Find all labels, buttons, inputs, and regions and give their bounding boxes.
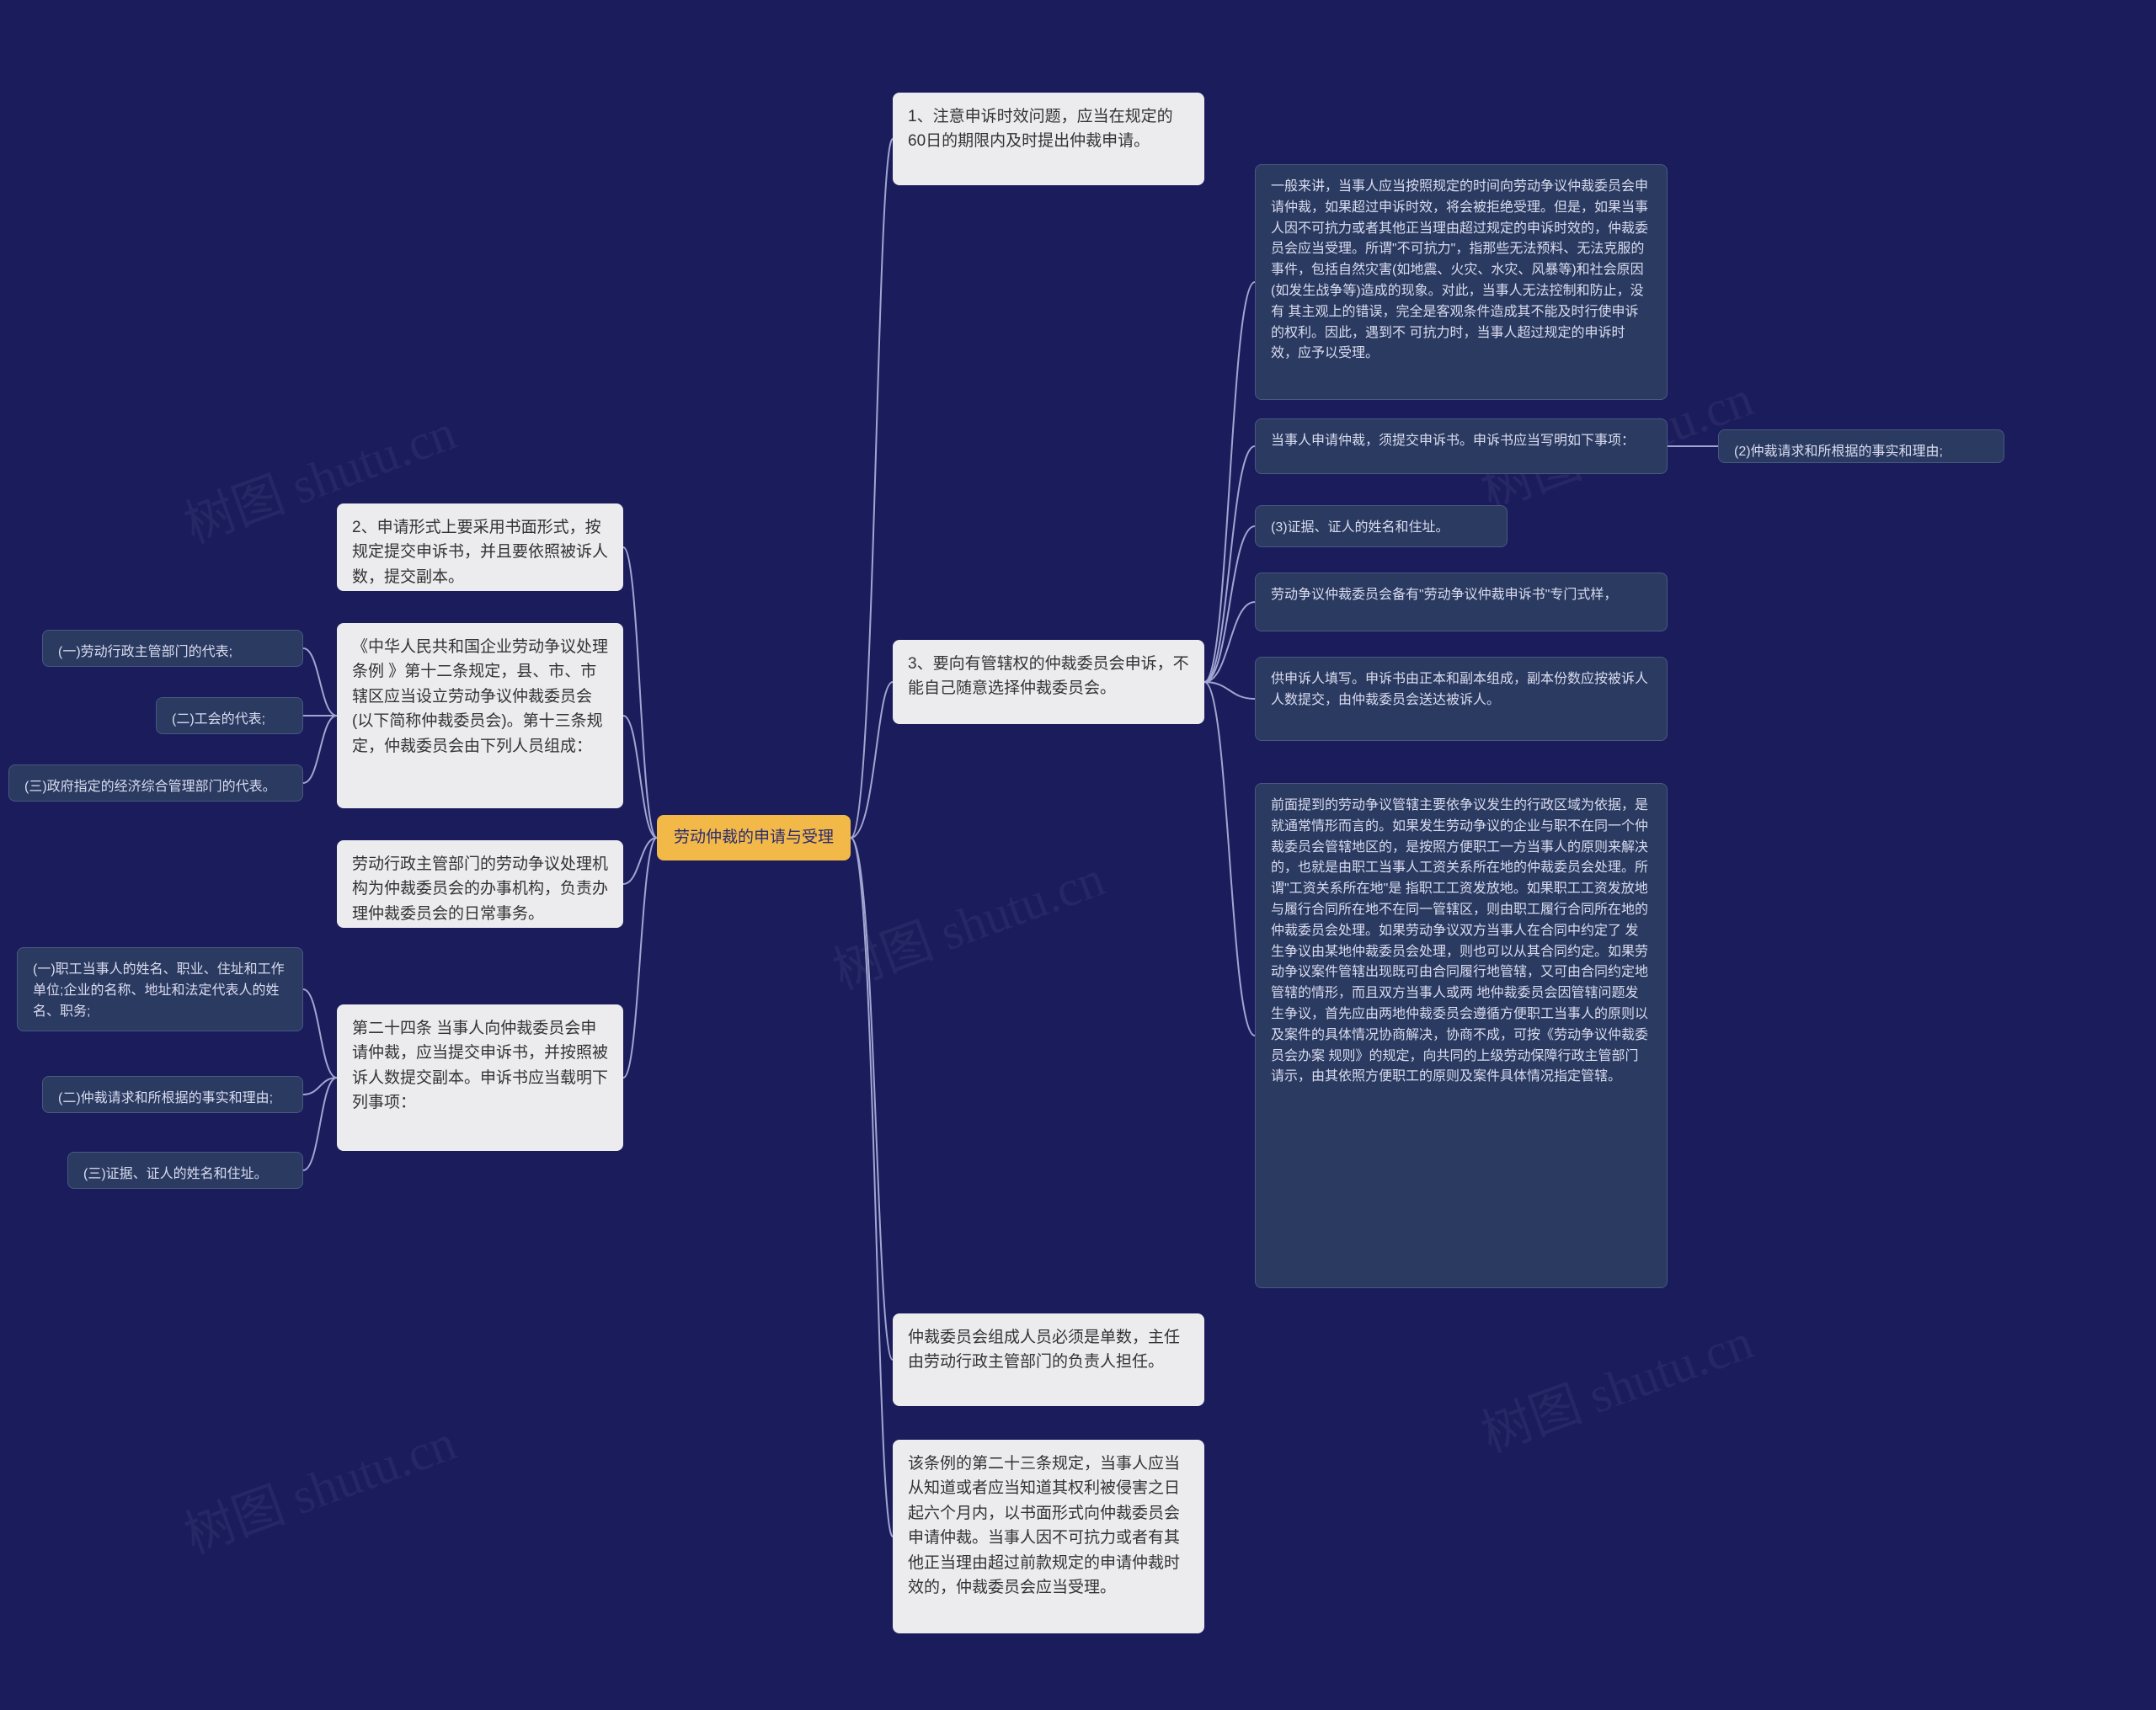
node-text: 1、注意申诉时效问题，应当在规定的60日的期限内及时提出仲裁申请。 xyxy=(908,108,1173,150)
node-r2-c3[interactable]: (3)证据、证人的姓名和住址。 xyxy=(1255,505,1508,547)
node-l2-c2[interactable]: (二)工会的代表; xyxy=(156,697,303,734)
watermark: 树图 shutu.cn xyxy=(1470,1301,1761,1467)
node-text: 供申诉人填写。申诉书由正本和副本组成，副本份数应按被诉人人数提交，由仲裁委员会送… xyxy=(1271,672,1648,707)
node-text: 劳动争议仲裁委员会备有"劳动争议仲裁申诉书"专门式样， xyxy=(1271,588,1617,602)
node-l2-c3[interactable]: (三)政府指定的经济综合管理部门的代表。 xyxy=(8,764,303,802)
node-text: (一)职工当事人的姓名、职业、住址和工作单位;企业的名称、地址和法定代表人的姓名… xyxy=(33,962,285,1019)
mindmap-root[interactable]: 劳动仲裁的申请与受理 xyxy=(657,815,851,860)
node-l4-c2[interactable]: (二)仲裁请求和所根据的事实和理由; xyxy=(42,1076,303,1113)
node-text: (二)工会的代表; xyxy=(172,712,265,727)
node-l4-c3[interactable]: (三)证据、证人的姓名和住址。 xyxy=(67,1152,303,1189)
node-r2[interactable]: 3、要向有管辖权的仲裁委员会申诉，不能自己随意选择仲裁委员会。 xyxy=(893,640,1204,724)
node-text: (三)政府指定的经济综合管理部门的代表。 xyxy=(24,780,276,794)
node-text: 《中华人民共和国企业劳动争议处理条例 》第十二条规定，县、市、市辖区应当设立劳动… xyxy=(352,638,608,755)
node-text: 3、要向有管辖权的仲裁委员会申诉，不能自己随意选择仲裁委员会。 xyxy=(908,655,1189,697)
node-l2[interactable]: 《中华人民共和国企业劳动争议处理条例 》第十二条规定，县、市、市辖区应当设立劳动… xyxy=(337,623,623,808)
node-text: 该条例的第二十三条规定，当事人应当从知道或者应当知道其权利被侵害之日起六个月内，… xyxy=(908,1455,1180,1596)
node-r2-c5[interactable]: 供申诉人填写。申诉书由正本和副本组成，副本份数应按被诉人人数提交，由仲裁委员会送… xyxy=(1255,657,1668,741)
node-text: (三)证据、证人的姓名和住址。 xyxy=(83,1167,268,1181)
node-l2-c1[interactable]: (一)劳动行政主管部门的代表; xyxy=(42,630,303,667)
node-text: 前面提到的劳动争议管辖主要依争议发生的行政区域为依据，是就通常情形而言的。如果发… xyxy=(1271,798,1648,1084)
node-r2-c2-a[interactable]: (2)仲裁请求和所根据的事实和理由; xyxy=(1718,429,2004,463)
node-r1[interactable]: 1、注意申诉时效问题，应当在规定的60日的期限内及时提出仲裁申请。 xyxy=(893,93,1204,185)
watermark: 树图 shutu.cn xyxy=(821,838,1113,1004)
node-text: (3)证据、证人的姓名和住址。 xyxy=(1271,520,1449,535)
node-text: 2、申请形式上要采用书面形式，按规定提交申诉书，并且要依照被诉人数，提交副本。 xyxy=(352,519,608,586)
node-text: (二)仲裁请求和所根据的事实和理由; xyxy=(58,1091,273,1105)
node-text: 仲裁委员会组成人员必须是单数，主任由劳动行政主管部门的负责人担任。 xyxy=(908,1329,1180,1371)
node-text: 第二十四条 当事人向仲裁委员会申请仲裁，应当提交申诉书，并按照被诉人数提交副本。… xyxy=(352,1020,608,1111)
node-r2-c1[interactable]: 一般来讲，当事人应当按照规定的时间向劳动争议仲裁委员会申请仲裁，如果超过申诉时效… xyxy=(1255,164,1668,400)
node-r2-c6[interactable]: 前面提到的劳动争议管辖主要依争议发生的行政区域为依据，是就通常情形而言的。如果发… xyxy=(1255,783,1668,1288)
node-text: 一般来讲，当事人应当按照规定的时间向劳动争议仲裁委员会申请仲裁，如果超过申诉时效… xyxy=(1271,179,1648,360)
node-l4[interactable]: 第二十四条 当事人向仲裁委员会申请仲裁，应当提交申诉书，并按照被诉人数提交副本。… xyxy=(337,1004,623,1151)
node-r3[interactable]: 仲裁委员会组成人员必须是单数，主任由劳动行政主管部门的负责人担任。 xyxy=(893,1313,1204,1406)
node-r4[interactable]: 该条例的第二十三条规定，当事人应当从知道或者应当知道其权利被侵害之日起六个月内，… xyxy=(893,1440,1204,1633)
watermark: 树图 shutu.cn xyxy=(173,1402,464,1568)
node-l4-c1[interactable]: (一)职工当事人的姓名、职业、住址和工作单位;企业的名称、地址和法定代表人的姓名… xyxy=(17,947,303,1031)
node-l1[interactable]: 2、申请形式上要采用书面形式，按规定提交申诉书，并且要依照被诉人数，提交副本。 xyxy=(337,503,623,591)
node-l3[interactable]: 劳动行政主管部门的劳动争议处理机构为仲裁委员会的办事机构，负责办理仲裁委员会的日… xyxy=(337,840,623,928)
node-text: (一)劳动行政主管部门的代表; xyxy=(58,645,232,659)
node-text: 劳动行政主管部门的劳动争议处理机构为仲裁委员会的办事机构，负责办理仲裁委员会的日… xyxy=(352,855,608,923)
node-r2-c2[interactable]: 当事人申请仲裁，须提交申诉书。申诉书应当写明如下事项： xyxy=(1255,418,1668,474)
root-label: 劳动仲裁的申请与受理 xyxy=(674,825,834,850)
node-r2-c4[interactable]: 劳动争议仲裁委员会备有"劳动争议仲裁申诉书"专门式样， xyxy=(1255,573,1668,631)
node-text: 当事人申请仲裁，须提交申诉书。申诉书应当写明如下事项： xyxy=(1271,434,1635,448)
node-text: (2)仲裁请求和所根据的事实和理由; xyxy=(1734,445,1943,459)
